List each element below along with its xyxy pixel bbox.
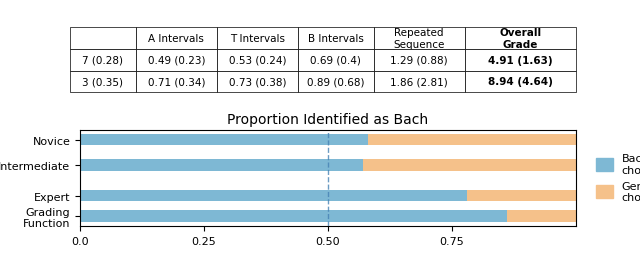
- Bar: [363, 160, 576, 171]
- Bar: [80, 190, 467, 201]
- Bar: [80, 134, 367, 146]
- Bar: [467, 190, 576, 201]
- Bar: [80, 210, 507, 222]
- Legend: Bach
chorales, Generated
chorales: Bach chorales, Generated chorales: [591, 149, 640, 207]
- Bar: [80, 160, 363, 171]
- Bar: [507, 210, 576, 222]
- Title: Proportion Identified as Bach: Proportion Identified as Bach: [227, 112, 429, 126]
- Bar: [367, 134, 576, 146]
